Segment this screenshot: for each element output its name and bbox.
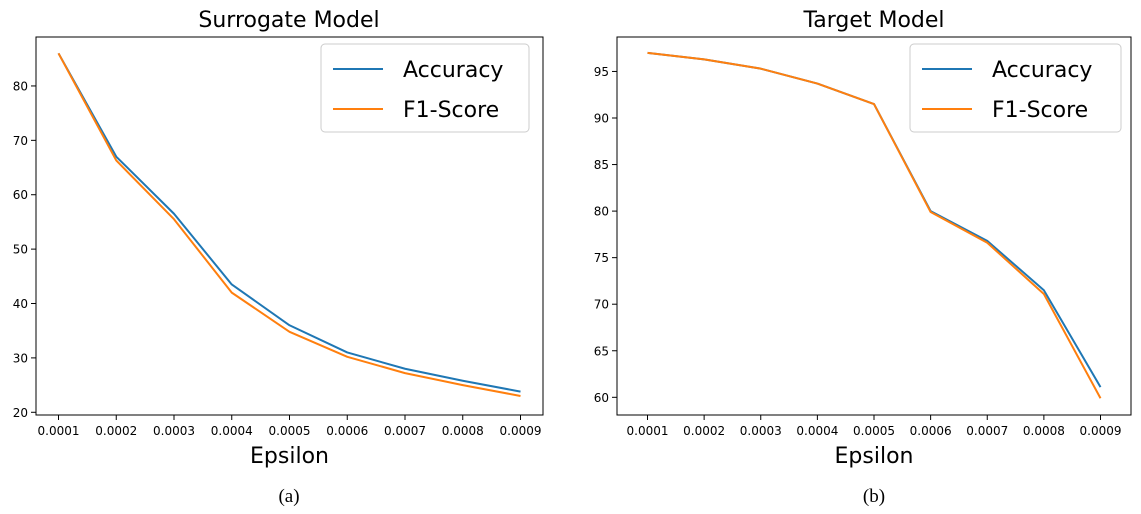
x-tick-label: 0.0002 <box>683 424 725 438</box>
x-tick-label: 0.0005 <box>269 424 311 438</box>
x-tick-label: 0.0009 <box>500 424 542 438</box>
x-tick-label: 0.0004 <box>211 424 253 438</box>
legend-label: Accuracy <box>403 58 503 83</box>
y-tick-label: 65 <box>594 344 609 358</box>
y-tick-label: 30 <box>13 351 28 365</box>
x-tick-label: 0.0001 <box>38 424 80 438</box>
x-tick-label: 0.0008 <box>1023 424 1065 438</box>
legend: Accuracy F1-Score <box>320 43 530 133</box>
legend-label: F1-Score <box>403 98 499 123</box>
y-tick-label: 80 <box>594 205 609 219</box>
x-tick-label: 0.0004 <box>796 424 838 438</box>
series-line-accuracy <box>57 52 521 393</box>
chart-panel-2: Target Model 0.0001 0.0002 0.0003 0.0004 0.00… <box>594 8 1132 507</box>
x-tick-label: 0.0009 <box>1080 424 1122 438</box>
series-line-f1-score <box>57 52 521 397</box>
x-tick-label: 0.0007 <box>966 424 1008 438</box>
x-tick-label: 0.0006 <box>910 424 952 438</box>
chart-title: Target Model <box>802 8 944 33</box>
x-tick-label: 0.0008 <box>442 424 484 438</box>
x-tick-label: 0.0001 <box>627 424 669 438</box>
x-axis-label: Epsilon <box>835 444 914 469</box>
subfigure-caption: (b) <box>863 486 885 507</box>
legend: Accuracy F1-Score <box>909 43 1122 133</box>
chart-panel-1: Surrogate Model 0.0001 0.0002 0.0003 0.0004 0… <box>13 8 544 507</box>
x-tick-label: 0.0005 <box>853 424 895 438</box>
y-tick-label: 50 <box>13 243 28 257</box>
series-line-f1-score <box>647 51 1102 399</box>
y-tick-label: 75 <box>594 251 609 265</box>
legend-label: F1-Score <box>992 98 1088 123</box>
y-tick-label: 95 <box>594 65 609 79</box>
x-tick-label: 0.0007 <box>384 424 426 438</box>
legend-label: Accuracy <box>992 58 1092 83</box>
y-tick-label: 90 <box>594 112 609 126</box>
y-tick-label: 70 <box>13 134 28 148</box>
y-tick-label: 70 <box>594 298 609 312</box>
chart-title: Surrogate Model <box>198 8 379 33</box>
subfigure-caption: (a) <box>278 486 299 507</box>
y-tick-label: 60 <box>594 391 609 405</box>
y-tick-label: 80 <box>13 79 28 93</box>
y-tick-label: 85 <box>594 158 609 172</box>
x-tick-label: 0.0003 <box>153 424 195 438</box>
x-tick-label: 0.0002 <box>95 424 137 438</box>
x-tick-label: 0.0006 <box>326 424 368 438</box>
x-axis-label: Epsilon <box>250 444 329 469</box>
y-tick-label: 20 <box>13 406 28 420</box>
y-tick-label: 60 <box>13 188 28 202</box>
x-tick-label: 0.0003 <box>740 424 782 438</box>
y-tick-label: 40 <box>13 297 28 311</box>
